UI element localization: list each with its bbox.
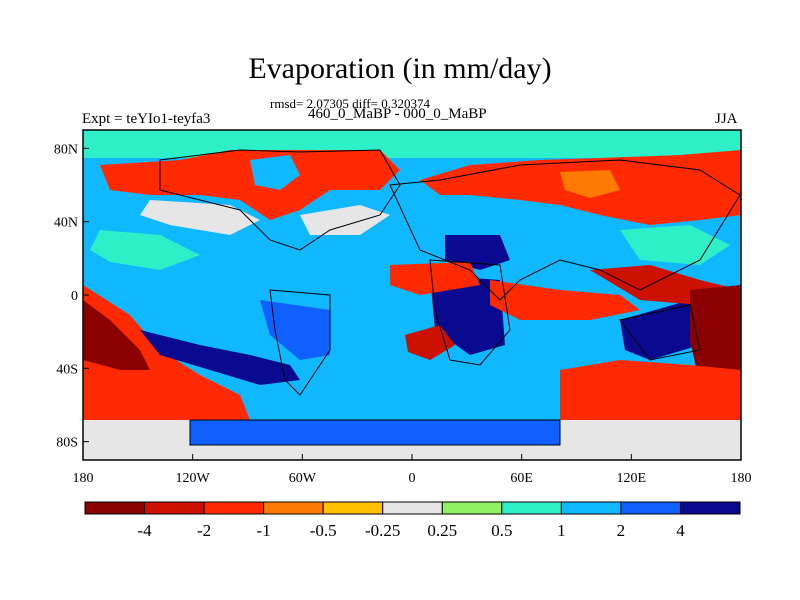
colorbar-swatch	[382, 501, 443, 515]
white-band-atlantic	[300, 205, 390, 235]
evaporation-field	[83, 130, 741, 460]
siberia-orange	[560, 170, 620, 198]
lon-tick-label: 120W	[176, 471, 211, 486]
colorbar-swatch	[263, 501, 324, 515]
colorbar-label: 0.25	[427, 521, 457, 540]
stats-line: rmsd= 2.07305 diff= 0.320374	[270, 96, 430, 111]
plot-subtitle: 460_0_MaBP - 000_0_MaBP	[308, 106, 487, 122]
hudson-region	[250, 155, 300, 190]
colorbar-swatch	[679, 501, 741, 515]
lon-tick-label: 0	[409, 471, 416, 486]
plot-title: Evaporation (in mm/day)	[248, 52, 552, 85]
experiment-label: Expt = teYIo1-teyfa3	[82, 111, 211, 127]
map-axis-ticks: 80N 40N 0 40S 80S 180 120W 60W 0 60E 120E 180	[54, 142, 752, 486]
colorbar-label: 1	[557, 521, 566, 540]
lon-tick-label: 60W	[289, 471, 317, 486]
darkred-south-pacific	[83, 300, 150, 370]
colorbar-swatch	[203, 501, 265, 515]
dark-blue-south-band	[140, 330, 300, 385]
lon-tick-label: 180	[73, 471, 94, 486]
antarctic-edge-red	[560, 405, 741, 420]
lat-tick-label: 0	[71, 289, 78, 304]
colorbar-swatch	[501, 501, 562, 515]
colorbar-label: -2	[197, 521, 211, 540]
lat-tick-label: 80N	[54, 142, 78, 157]
colorbar: -4 -2 -1 -0.5 -0.25 0.25 0.5 1 2 4	[84, 501, 741, 540]
lat-tick-label: 40N	[54, 216, 78, 231]
colorbar-label: -0.25	[365, 521, 400, 540]
colorbar-label: 2	[617, 521, 626, 540]
colorbar-label: 0.5	[491, 521, 512, 540]
red-indian-ocean	[490, 280, 640, 320]
blue-south-america	[260, 300, 330, 360]
colorbar-label: 4	[676, 521, 685, 540]
dark-blue-north-africa	[445, 235, 510, 270]
dark-blue-australia	[620, 300, 700, 360]
colorbar-swatch	[560, 501, 622, 515]
colorbar-swatch	[84, 501, 146, 515]
season-label: JJA	[715, 111, 738, 127]
colorbar-swatch	[322, 501, 384, 515]
lon-tick-label: 120E	[617, 471, 647, 486]
lat-tick-label: 40S	[56, 362, 78, 377]
colorbar-swatch	[144, 501, 205, 515]
lon-tick-label: 180	[731, 471, 752, 486]
colorbar-swatch	[441, 501, 503, 515]
white-band-pacific	[140, 200, 260, 235]
antarctic-blue	[190, 420, 560, 445]
red-west-pacific	[590, 265, 741, 320]
colorbar-swatch	[620, 501, 681, 515]
teal-pacific	[90, 230, 200, 270]
colorbar-label: -4	[137, 521, 152, 540]
arctic-band	[83, 130, 741, 158]
lon-tick-label: 60E	[510, 471, 533, 486]
colorbar-label: -0.5	[310, 521, 337, 540]
red-tropical-atlantic	[390, 262, 480, 295]
north-america-anomaly	[100, 150, 400, 220]
lat-tick-label: 80S	[56, 436, 78, 451]
dark-blue-africa	[430, 275, 505, 355]
continent-outlines	[159, 149, 741, 446]
colorbar-label: -1	[257, 521, 271, 540]
